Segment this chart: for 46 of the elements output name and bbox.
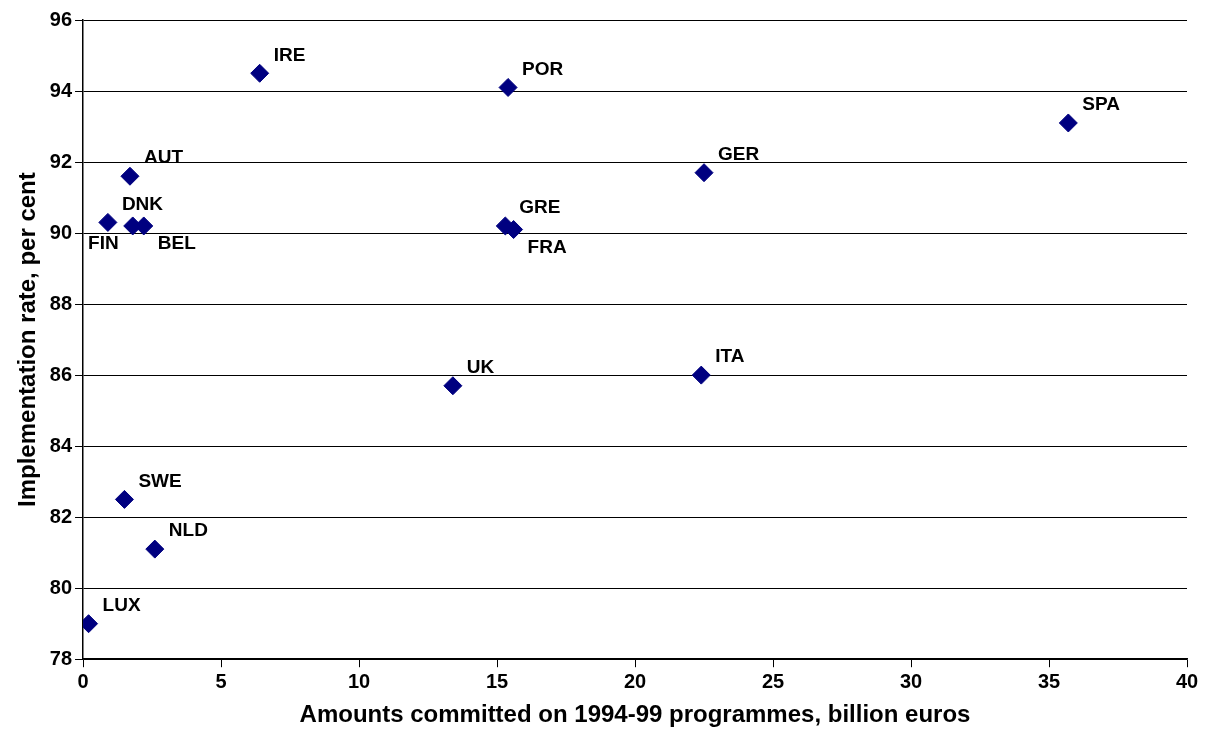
- point: [694, 163, 714, 183]
- annotation: IRE: [273, 43, 306, 65]
- x-tick-label: 35: [1037, 669, 1061, 692]
- point: [114, 489, 134, 509]
- annotation: GER: [718, 142, 760, 164]
- y-tick-label: 96: [49, 7, 73, 30]
- x-axis-title: Amounts committed on 1994-99 programmes, billion euros: [299, 700, 971, 728]
- x-tick-label: 30: [899, 669, 923, 692]
- x-tick-label: 0: [77, 669, 89, 692]
- y-tick-label: 84: [49, 433, 73, 456]
- x-tick-label: 20: [623, 669, 647, 692]
- annotation: FIN: [88, 232, 119, 254]
- point: [443, 376, 463, 396]
- y-axis-title: Implementation rate, per cent: [13, 172, 41, 507]
- annotation: DNK: [121, 192, 164, 214]
- y-tick-label: 90: [49, 220, 73, 243]
- annotation: ITA: [715, 345, 745, 367]
- annotation: SPA: [1082, 93, 1121, 115]
- annotation: LUX: [102, 593, 141, 615]
- x-tick-label: 15: [485, 669, 509, 692]
- annotation: NLD: [168, 519, 208, 541]
- y-tick-label: 78: [49, 646, 73, 669]
- x-tick-label: 10: [347, 669, 371, 692]
- point: [98, 212, 118, 232]
- annotation: FRA: [527, 235, 567, 257]
- point: [120, 166, 140, 186]
- annotation: POR: [522, 57, 564, 79]
- point: [145, 539, 165, 559]
- point: [504, 220, 524, 240]
- x-tick-label: 40: [1175, 669, 1199, 692]
- annotation: SWE: [138, 469, 182, 491]
- annotation: GRE: [519, 196, 561, 218]
- point: [691, 365, 711, 385]
- y-tick-label: 86: [49, 362, 73, 385]
- point: [498, 77, 518, 97]
- y-tick-label: 82: [49, 504, 73, 527]
- point: [1058, 113, 1078, 133]
- annotation: UK: [466, 356, 495, 377]
- y-tick-label: 80: [49, 575, 73, 598]
- annotation: BEL: [157, 232, 197, 254]
- x-tick-label: 25: [761, 669, 785, 692]
- y-tick-label: 94: [49, 78, 73, 101]
- y-tick-label: 88: [49, 291, 73, 314]
- point: [250, 63, 270, 83]
- x-tick-label: 5: [215, 669, 227, 692]
- y-tick-label: 92: [49, 149, 73, 172]
